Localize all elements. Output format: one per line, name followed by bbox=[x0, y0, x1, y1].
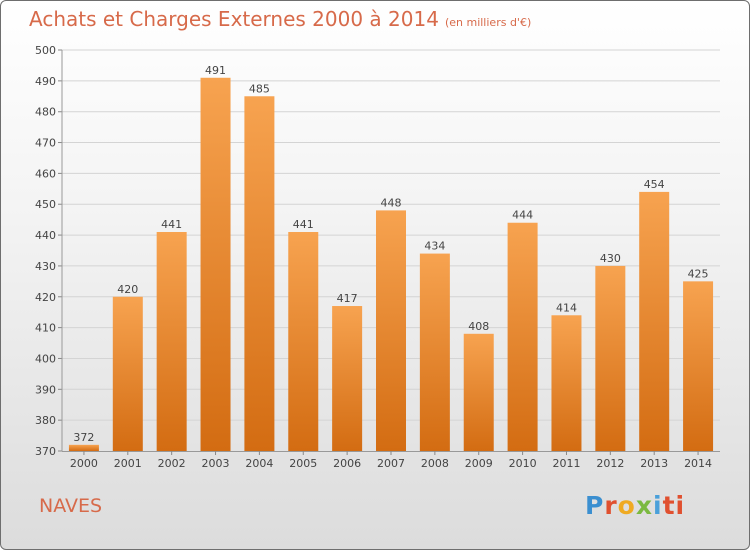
bar bbox=[639, 191, 670, 451]
y-tick-label: 450 bbox=[35, 198, 56, 211]
x-tick-label: 2005 bbox=[289, 457, 317, 470]
data-label: 417 bbox=[337, 292, 358, 305]
logo-letter: r bbox=[604, 491, 618, 520]
bar bbox=[68, 444, 99, 451]
y-tick-labels: 370 380 390 400 410 420 430 440 450 460 470 480 490 5… bbox=[35, 44, 56, 458]
y-tick-label: 470 bbox=[35, 137, 56, 150]
y-tick-label: 430 bbox=[35, 260, 56, 273]
proxiti-logo: Proxiti bbox=[585, 491, 685, 520]
bar bbox=[551, 315, 582, 451]
x-tick-label: 2009 bbox=[465, 457, 493, 470]
data-label: 414 bbox=[556, 301, 577, 314]
x-tick-label: 2007 bbox=[377, 457, 405, 470]
bar bbox=[200, 77, 231, 451]
y-tick-label: 500 bbox=[35, 44, 56, 57]
bar bbox=[595, 265, 626, 451]
x-tick-label: 2000 bbox=[70, 457, 98, 470]
unit-label: (en milliers d'€) bbox=[444, 16, 532, 29]
y-tick-label: 400 bbox=[35, 352, 56, 365]
data-label: 441 bbox=[293, 218, 314, 231]
y-tick-label: 460 bbox=[35, 167, 56, 180]
data-label: 434 bbox=[424, 240, 445, 253]
commune-name: NAVES bbox=[39, 495, 103, 517]
x-tick-label: 2001 bbox=[114, 457, 142, 470]
data-label: 485 bbox=[249, 82, 270, 95]
y-tick-label: 490 bbox=[35, 75, 56, 88]
data-label: 491 bbox=[205, 64, 226, 77]
bar bbox=[156, 231, 187, 451]
logo-letter: x bbox=[635, 491, 653, 520]
x-tick-label: 2012 bbox=[596, 457, 624, 470]
axes bbox=[61, 50, 720, 455]
bar bbox=[463, 333, 494, 451]
x-tick-labels: 2000 2001 2002 2003 2004 2005 2006 2007 2008 2009… bbox=[70, 457, 712, 470]
bar bbox=[376, 210, 406, 451]
logo-letter: o bbox=[617, 491, 636, 520]
data-label: 448 bbox=[381, 196, 402, 209]
bar bbox=[332, 306, 363, 451]
y-tick-label: 480 bbox=[35, 106, 56, 119]
title-text: Achats et Charges Externes 2000 à 2014 bbox=[29, 7, 439, 31]
x-tick-label: 2006 bbox=[333, 457, 361, 470]
bars bbox=[68, 77, 714, 452]
data-label: 454 bbox=[644, 178, 665, 191]
y-tick-label: 440 bbox=[35, 229, 56, 242]
data-label: 372 bbox=[73, 431, 94, 444]
y-tick-label: 420 bbox=[35, 291, 56, 304]
data-label: 420 bbox=[117, 283, 138, 296]
data-label: 408 bbox=[468, 320, 489, 333]
bar bbox=[244, 96, 275, 452]
logo-letter: ti bbox=[662, 491, 686, 520]
x-tick-label: 2014 bbox=[684, 457, 712, 470]
x-tick-label: 2003 bbox=[202, 457, 230, 470]
x-tick-label: 2011 bbox=[552, 457, 580, 470]
data-label: 430 bbox=[600, 252, 621, 265]
data-label: 441 bbox=[161, 218, 182, 231]
data-label: 444 bbox=[512, 209, 533, 222]
data-labels: 372 420 441 491 485 441 417 448 434 408 444 414 430 4… bbox=[73, 64, 708, 444]
x-tick-label: 2002 bbox=[158, 457, 186, 470]
logo-letter: P bbox=[585, 491, 605, 520]
bar bbox=[288, 231, 319, 451]
y-tick-label: 380 bbox=[35, 414, 56, 427]
bar bbox=[683, 281, 714, 451]
bar bbox=[507, 222, 538, 451]
x-tick-label: 2013 bbox=[640, 457, 668, 470]
x-tick-label: 2010 bbox=[509, 457, 537, 470]
chart-title: Achats et Charges Externes 2000 à 2014 (e… bbox=[29, 7, 531, 31]
data-label: 425 bbox=[688, 267, 709, 280]
logo-letter: i bbox=[653, 491, 663, 520]
bar bbox=[419, 253, 450, 451]
x-tick-label: 2004 bbox=[245, 457, 273, 470]
y-tick-label: 390 bbox=[35, 383, 56, 396]
bar bbox=[112, 296, 143, 451]
y-tick-label: 370 bbox=[35, 445, 56, 458]
y-tick-label: 410 bbox=[35, 322, 56, 335]
x-tick-label: 2008 bbox=[421, 457, 449, 470]
